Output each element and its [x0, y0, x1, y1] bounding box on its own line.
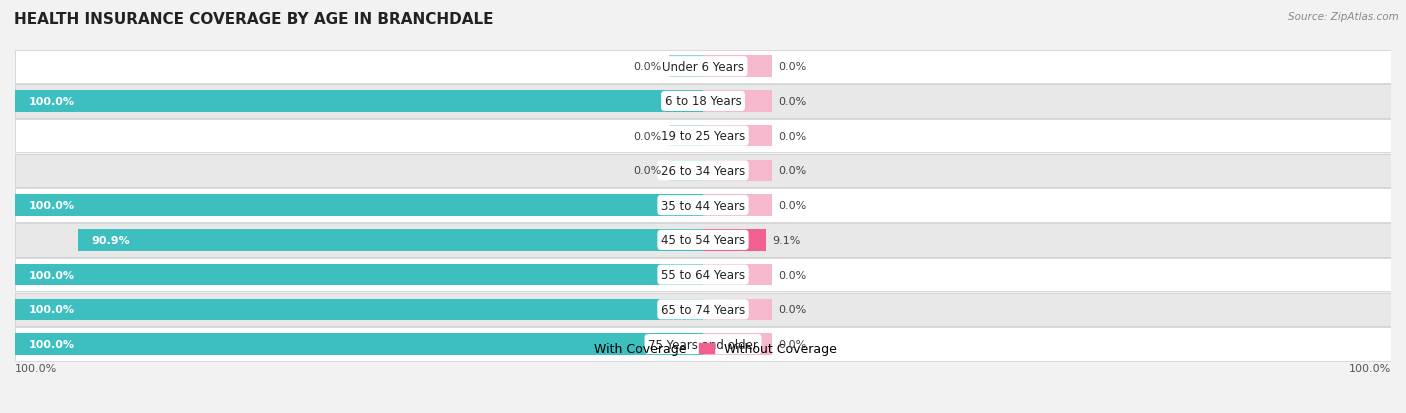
Text: Source: ZipAtlas.com: Source: ZipAtlas.com [1288, 12, 1399, 22]
Bar [703, 126, 772, 147]
Text: 0.0%: 0.0% [634, 166, 662, 176]
Text: 100.0%: 100.0% [28, 201, 75, 211]
Bar [15, 224, 1391, 257]
Text: 0.0%: 0.0% [634, 131, 662, 141]
Bar [669, 56, 703, 78]
Legend: With Coverage, Without Coverage: With Coverage, Without Coverage [564, 337, 842, 360]
Bar [15, 154, 1391, 188]
Bar [15, 328, 1391, 361]
Text: 9.1%: 9.1% [772, 235, 801, 245]
Text: 0.0%: 0.0% [779, 305, 807, 315]
Text: 65 to 74 Years: 65 to 74 Years [661, 303, 745, 316]
Bar [703, 160, 772, 182]
Text: 0.0%: 0.0% [634, 62, 662, 72]
Text: 0.0%: 0.0% [779, 201, 807, 211]
Text: Under 6 Years: Under 6 Years [662, 61, 744, 74]
Bar [703, 333, 772, 355]
Text: 45 to 54 Years: 45 to 54 Years [661, 234, 745, 247]
Text: 0.0%: 0.0% [779, 62, 807, 72]
Bar [15, 264, 703, 286]
Text: 0.0%: 0.0% [779, 339, 807, 349]
Bar [15, 120, 1391, 153]
Bar [77, 230, 703, 251]
Bar [15, 189, 1391, 222]
Text: 0.0%: 0.0% [779, 97, 807, 107]
Text: 100.0%: 100.0% [1348, 363, 1391, 373]
Text: 100.0%: 100.0% [15, 363, 58, 373]
Text: 26 to 34 Years: 26 to 34 Years [661, 164, 745, 178]
Bar [703, 299, 772, 320]
Bar [15, 258, 1391, 292]
Text: 90.9%: 90.9% [91, 235, 131, 245]
Text: 100.0%: 100.0% [28, 270, 75, 280]
Bar [703, 91, 772, 112]
Bar [703, 264, 772, 286]
Text: HEALTH INSURANCE COVERAGE BY AGE IN BRANCHDALE: HEALTH INSURANCE COVERAGE BY AGE IN BRAN… [14, 12, 494, 27]
Bar [703, 230, 766, 251]
Text: 0.0%: 0.0% [779, 131, 807, 141]
Text: 100.0%: 100.0% [28, 305, 75, 315]
Bar [15, 50, 1391, 84]
Text: 75 Years and older: 75 Years and older [648, 338, 758, 351]
Bar [15, 333, 703, 355]
Text: 19 to 25 Years: 19 to 25 Years [661, 130, 745, 143]
Bar [15, 195, 703, 216]
Text: 0.0%: 0.0% [779, 166, 807, 176]
Bar [15, 85, 1391, 119]
Bar [703, 56, 772, 78]
Bar [669, 160, 703, 182]
Text: 35 to 44 Years: 35 to 44 Years [661, 199, 745, 212]
Bar [15, 293, 1391, 326]
Bar [703, 195, 772, 216]
Text: 6 to 18 Years: 6 to 18 Years [665, 95, 741, 108]
Text: 55 to 64 Years: 55 to 64 Years [661, 268, 745, 281]
Bar [15, 91, 703, 112]
Text: 100.0%: 100.0% [28, 97, 75, 107]
Text: 100.0%: 100.0% [28, 339, 75, 349]
Bar [15, 299, 703, 320]
Text: 0.0%: 0.0% [779, 270, 807, 280]
Bar [669, 126, 703, 147]
